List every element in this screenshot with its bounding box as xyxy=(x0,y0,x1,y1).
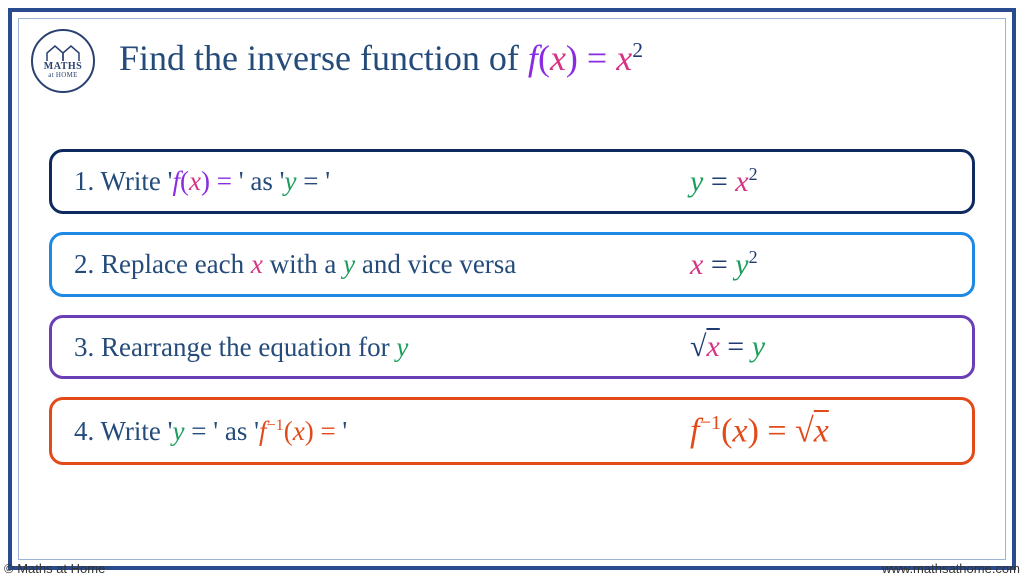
footer-url: www.mathsathome.com xyxy=(882,561,1020,576)
step-2-text: 2. Replace each x with a y and vice vers… xyxy=(74,249,690,280)
eq3-eq: = xyxy=(720,330,752,363)
step-3-equation: √x = y xyxy=(690,330,950,364)
step-4-finv-x: x xyxy=(293,416,305,446)
step-3-y: y xyxy=(396,332,408,362)
logo-text-bottom: at HOME xyxy=(48,71,78,79)
eq2-x: x xyxy=(690,248,703,281)
step-4-text-b: ' as ' xyxy=(213,416,259,446)
step-4-y: y xyxy=(173,416,185,446)
step-1: 1. Write 'f(x) = ' as 'y = ' y = x2 xyxy=(49,149,975,214)
eq4-open: ( xyxy=(721,412,732,449)
step-4-finv-close: ) = xyxy=(305,416,343,446)
eq3-y: y xyxy=(752,330,765,363)
step-4: 4. Write 'y = ' as 'f−1(x) = ' f−1(x) = … xyxy=(49,397,975,465)
outer-frame: MATHS at HOME Find the inverse function … xyxy=(8,8,1016,570)
step-2-text-b: with a xyxy=(263,249,343,279)
title-rhs-x: x xyxy=(616,38,632,78)
eq1-y: y xyxy=(690,165,703,198)
step-4-text: 4. Write 'y = ' as 'f−1(x) = ' xyxy=(74,416,690,447)
step-4-text-c: ' xyxy=(342,416,347,446)
step-4-finv-open: ( xyxy=(284,416,293,446)
step-4-equation: f−1(x) = √x xyxy=(690,412,950,450)
eq4-sx: x xyxy=(814,412,829,449)
eq3-x: x xyxy=(706,330,719,363)
step-1-text: 1. Write 'f(x) = ' as 'y = ' xyxy=(74,166,690,197)
eq4-sqrt: √ xyxy=(795,412,814,449)
eq2-exp: 2 xyxy=(749,247,758,267)
step-2-equation: x = y2 xyxy=(690,247,950,282)
step-2-text-c: and vice versa xyxy=(355,249,516,279)
step-3-num: 3. xyxy=(74,332,101,362)
step-2-num: 2. xyxy=(74,249,101,279)
step-1-x: x xyxy=(189,166,201,196)
logo-badge: MATHS at HOME xyxy=(31,29,95,93)
step-4-text-a: Write ' xyxy=(101,416,173,446)
step-3-text-a: Rearrange the equation for xyxy=(101,332,396,362)
step-4-finv-exp: −1 xyxy=(266,416,283,434)
step-2-y: y xyxy=(343,249,355,279)
eq1-eq: = xyxy=(703,165,735,198)
inner-frame: MATHS at HOME Find the inverse function … xyxy=(18,18,1006,560)
step-1-yeq: = xyxy=(296,166,325,196)
title-close: ) = xyxy=(566,38,616,78)
eq4-fexp: −1 xyxy=(699,412,721,434)
step-2: 2. Replace each x with a y and vice vers… xyxy=(49,232,975,297)
step-2-text-a: Replace each xyxy=(101,249,251,279)
eq3-sqrt: √ xyxy=(690,330,706,363)
step-1-text-a: Write ' xyxy=(101,166,173,196)
step-1-equation: y = x2 xyxy=(690,164,950,199)
step-1-text-c: ' xyxy=(325,166,330,196)
step-1-f: f xyxy=(173,166,181,196)
page-title: Find the inverse function of f(x) = x2 xyxy=(119,37,985,79)
eq4-x: x xyxy=(732,412,747,449)
step-3-text: 3. Rearrange the equation for y xyxy=(74,332,690,363)
title-open: ( xyxy=(538,38,550,78)
eq1-exp: 2 xyxy=(749,164,758,184)
step-1-num: 1. xyxy=(74,166,101,196)
title-prefix: Find the inverse function of xyxy=(119,38,528,78)
eq2-y: y xyxy=(735,248,748,281)
step-2-x: x xyxy=(251,249,263,279)
eq1-x: x xyxy=(735,165,748,198)
house-icon xyxy=(43,43,83,63)
step-1-close: ) = xyxy=(201,166,239,196)
title-x: x xyxy=(550,38,566,78)
footer-copyright: © Maths at Home xyxy=(4,561,105,576)
step-4-num: 4. xyxy=(74,416,101,446)
steps-container: 1. Write 'f(x) = ' as 'y = ' y = x2 2. R… xyxy=(49,149,975,483)
title-exp: 2 xyxy=(632,38,643,62)
step-1-open: ( xyxy=(180,166,189,196)
step-1-y: y xyxy=(284,166,296,196)
title-f: f xyxy=(528,38,538,78)
step-4-yeq: = xyxy=(185,416,214,446)
step-3: 3. Rearrange the equation for y √x = y xyxy=(49,315,975,379)
step-1-text-b: ' as ' xyxy=(239,166,285,196)
eq4-close: ) = xyxy=(748,412,796,449)
eq2-eq: = xyxy=(703,248,735,281)
